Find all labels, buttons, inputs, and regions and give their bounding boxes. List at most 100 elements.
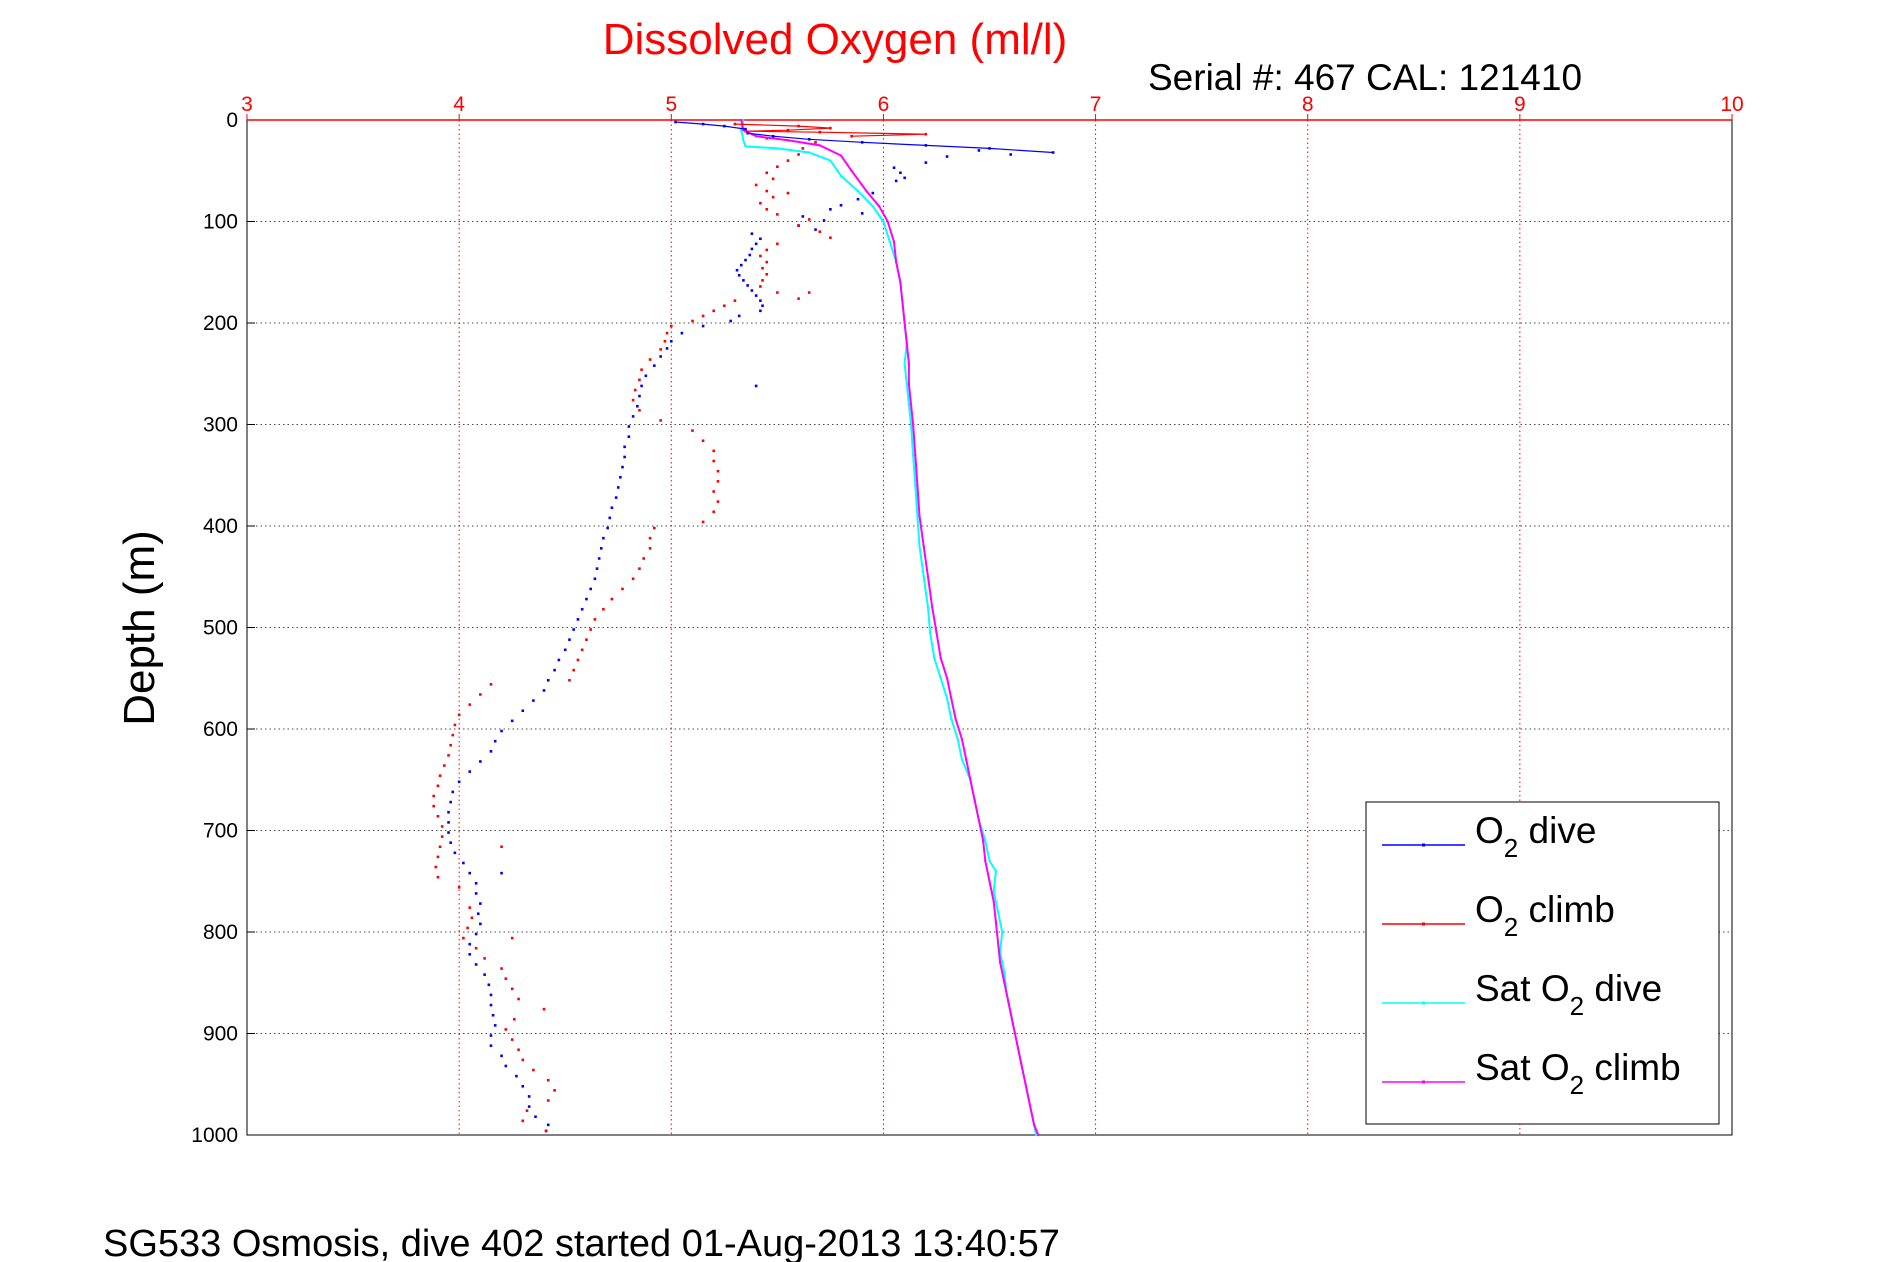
x-tick-label: 7	[1090, 93, 1102, 116]
data-point	[765, 171, 769, 175]
data-point	[939, 677, 942, 680]
data-point	[960, 758, 963, 761]
data-point	[765, 189, 769, 193]
data-point	[918, 545, 921, 548]
data-point	[992, 890, 995, 893]
data-point	[956, 738, 959, 741]
data-point	[489, 993, 493, 997]
data-point	[669, 339, 673, 343]
data-point	[521, 1119, 525, 1123]
data-point	[742, 119, 745, 121]
data-point	[754, 183, 758, 187]
y-tick-label: 1000	[191, 1124, 238, 1147]
data-point	[910, 423, 913, 426]
data-point	[1024, 1083, 1027, 1086]
data-point	[510, 987, 514, 991]
data-point	[449, 800, 452, 804]
data-point	[627, 425, 631, 428]
data-point	[489, 750, 493, 753]
data-point	[489, 1003, 493, 1007]
data-point	[829, 236, 832, 240]
data-point	[457, 713, 461, 717]
data-point	[912, 453, 915, 456]
data-point	[468, 703, 472, 706]
data-point	[1037, 1134, 1040, 1136]
data-point	[479, 922, 482, 926]
data-point	[644, 374, 648, 378]
data-point	[585, 638, 588, 641]
data-point	[905, 342, 908, 345]
data-point	[474, 881, 478, 885]
data-point	[553, 1089, 556, 1092]
data-point	[602, 536, 605, 540]
data-point	[640, 368, 643, 371]
data-point	[493, 1024, 497, 1027]
data-point	[899, 281, 902, 284]
data-point	[860, 212, 864, 215]
data-point	[839, 203, 843, 207]
data-point	[440, 835, 444, 838]
data-point	[996, 941, 999, 944]
data-point	[1035, 1134, 1038, 1136]
data-point	[491, 1013, 495, 1017]
data-point	[1001, 931, 1004, 933]
data-point	[701, 520, 705, 524]
data-point	[808, 151, 811, 154]
data-point	[462, 861, 465, 865]
data-point	[438, 774, 442, 777]
data-point	[510, 936, 514, 940]
data-point	[608, 516, 612, 520]
data-point	[822, 219, 826, 222]
data-point	[659, 355, 662, 358]
data-point	[871, 205, 874, 208]
data-point	[532, 1068, 535, 1072]
data-point	[918, 514, 921, 517]
surface-dive-trace	[675, 121, 1054, 154]
data-point	[659, 419, 662, 422]
data-point	[1007, 1002, 1010, 1005]
data-point	[996, 910, 999, 913]
data-point	[1009, 153, 1013, 156]
series-3	[740, 119, 1040, 1136]
data-point	[886, 220, 889, 223]
data-point	[761, 266, 764, 270]
data-point	[449, 743, 452, 747]
data-point	[759, 254, 762, 258]
data-point	[712, 449, 716, 453]
data-point	[903, 322, 906, 324]
series-1	[432, 122, 928, 1133]
data-point	[532, 699, 535, 702]
legend-marker	[1422, 1001, 1425, 1005]
data-point	[771, 177, 775, 181]
data-point	[801, 147, 805, 150]
data-point	[939, 656, 942, 659]
legend-label: O2 climb	[1475, 889, 1615, 942]
data-point	[871, 191, 875, 195]
y-tick-labels: 0 100 200 300 400 500 600 700 800 900 1000	[191, 109, 238, 1147]
data-point	[631, 398, 635, 402]
data-point	[513, 1017, 516, 1021]
data-point	[882, 220, 885, 223]
data-point	[818, 230, 822, 233]
data-point	[723, 304, 726, 308]
data-point	[914, 484, 917, 487]
x-tick-label: 5	[665, 93, 677, 116]
data-point	[653, 364, 656, 367]
data-point	[599, 547, 603, 550]
data-point	[568, 638, 571, 641]
data-point	[627, 435, 631, 438]
data-point	[988, 880, 991, 883]
data-point	[807, 291, 811, 294]
data-point	[610, 597, 614, 601]
data-point	[595, 567, 599, 570]
data-point	[504, 1028, 508, 1031]
data-point	[945, 155, 949, 158]
data-point	[765, 248, 769, 252]
data-point	[814, 141, 817, 144]
data-point	[933, 656, 936, 659]
series-line	[740, 119, 1040, 1136]
data-point	[521, 709, 525, 713]
data-point	[946, 697, 949, 700]
data-point	[737, 314, 741, 318]
data-point	[712, 309, 716, 313]
